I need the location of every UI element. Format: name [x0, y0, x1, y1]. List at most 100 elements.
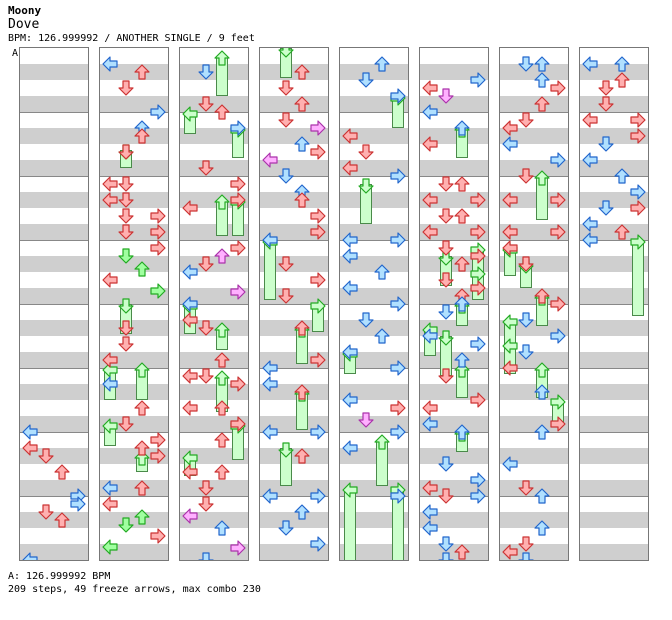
down-arrow-icon — [598, 200, 614, 216]
down-arrow-icon — [438, 176, 454, 192]
measure-line — [260, 368, 328, 369]
right-arrow-icon — [310, 488, 326, 504]
up-arrow-icon — [294, 64, 310, 80]
left-arrow-icon — [342, 440, 358, 456]
right-arrow-icon — [150, 528, 166, 544]
left-arrow-icon — [262, 424, 278, 440]
down-arrow-icon — [518, 168, 534, 184]
measure-line — [580, 496, 648, 497]
up-arrow-icon — [454, 256, 470, 272]
up-arrow-icon — [534, 384, 550, 400]
right-arrow-icon — [390, 488, 406, 504]
right-arrow-icon — [70, 496, 86, 512]
measure-line — [420, 432, 488, 433]
left-arrow-icon — [262, 360, 278, 376]
up-arrow-icon — [134, 509, 150, 525]
chart-footer: A: 126.999992 BPM 209 steps, 49 freeze a… — [8, 570, 261, 596]
up-arrow-icon — [534, 520, 550, 536]
measure-line — [340, 368, 408, 369]
up-arrow-icon — [534, 288, 550, 304]
freeze-head-left-arrow — [502, 314, 518, 330]
down-arrow-icon — [438, 536, 454, 552]
down-arrow-icon — [198, 256, 214, 272]
down-arrow-icon — [358, 144, 374, 160]
up-arrow-icon — [534, 56, 550, 72]
footer-stats: 209 steps, 49 freeze arrows, max combo 2… — [8, 584, 261, 595]
measure-line — [340, 432, 408, 433]
measure-line — [340, 240, 408, 241]
down-arrow-icon — [598, 80, 614, 96]
measure-line — [500, 432, 568, 433]
measure-line — [20, 176, 88, 177]
right-arrow-icon — [150, 283, 166, 299]
right-arrow-icon — [390, 360, 406, 376]
down-arrow-icon — [278, 256, 294, 272]
chart-header: Moony Dove BPM: 126.999992 / ANOTHER SIN… — [8, 4, 255, 45]
down-arrow-icon — [518, 312, 534, 328]
down-arrow-icon — [198, 64, 214, 80]
down-arrow-icon — [518, 256, 534, 272]
freeze-head-up-arrow — [214, 322, 230, 338]
down-arrow-icon — [278, 168, 294, 184]
right-arrow-icon — [150, 208, 166, 224]
left-arrow-icon — [502, 360, 518, 376]
freeze-head-left-arrow — [102, 418, 118, 434]
up-arrow-icon — [454, 208, 470, 224]
left-arrow-icon — [342, 160, 358, 176]
left-arrow-icon — [582, 152, 598, 168]
down-arrow-icon — [518, 552, 534, 560]
measure-line — [500, 496, 568, 497]
down-arrow-icon — [518, 56, 534, 72]
measure-line — [420, 368, 488, 369]
right-arrow-icon — [150, 104, 166, 120]
up-arrow-icon — [534, 72, 550, 88]
right-arrow-icon — [630, 184, 646, 200]
down-arrow-icon — [118, 176, 134, 192]
measure-line — [420, 496, 488, 497]
down-arrow-icon — [518, 536, 534, 552]
right-arrow-icon — [470, 472, 486, 488]
freeze-head-right-arrow — [550, 394, 566, 410]
left-arrow-icon — [422, 136, 438, 152]
measure-line — [20, 496, 88, 497]
down-arrow-icon — [518, 344, 534, 360]
right-arrow-icon — [630, 112, 646, 128]
left-arrow-icon — [22, 552, 38, 560]
measure-line — [180, 368, 248, 369]
right-arrow-icon — [550, 152, 566, 168]
freeze-head-down-arrow — [278, 48, 294, 58]
left-arrow-icon — [422, 400, 438, 416]
right-arrow-icon — [230, 192, 246, 208]
up-arrow-icon — [294, 504, 310, 520]
measure-line — [180, 304, 248, 305]
freeze-head-down-arrow — [278, 442, 294, 458]
measure-line — [580, 240, 648, 241]
right-arrow-icon — [390, 168, 406, 184]
right-arrow-icon — [470, 248, 486, 264]
left-arrow-icon — [342, 232, 358, 248]
freeze-head-right-arrow — [310, 298, 326, 314]
chart-column-8 — [579, 47, 649, 561]
left-arrow-icon — [22, 424, 38, 440]
measure-line — [100, 240, 168, 241]
left-arrow-icon — [422, 328, 438, 344]
right-arrow-icon — [470, 280, 486, 296]
left-arrow-icon — [502, 240, 518, 256]
right-arrow-icon — [150, 432, 166, 448]
right-arrow-icon — [550, 224, 566, 240]
up-arrow-icon — [614, 224, 630, 240]
measure-line — [260, 176, 328, 177]
right-arrow-icon — [230, 376, 246, 392]
right-arrow-icon — [150, 240, 166, 256]
up-arrow-icon — [534, 488, 550, 504]
down-arrow-icon — [118, 80, 134, 96]
up-arrow-icon — [214, 352, 230, 368]
down-arrow-icon — [198, 496, 214, 512]
down-arrow-icon — [278, 288, 294, 304]
up-arrow-icon — [294, 96, 310, 112]
right-arrow-icon — [630, 128, 646, 144]
right-arrow-icon — [550, 192, 566, 208]
freeze-head-left-arrow — [502, 338, 518, 354]
measure-line — [340, 176, 408, 177]
measure-line — [580, 304, 648, 305]
